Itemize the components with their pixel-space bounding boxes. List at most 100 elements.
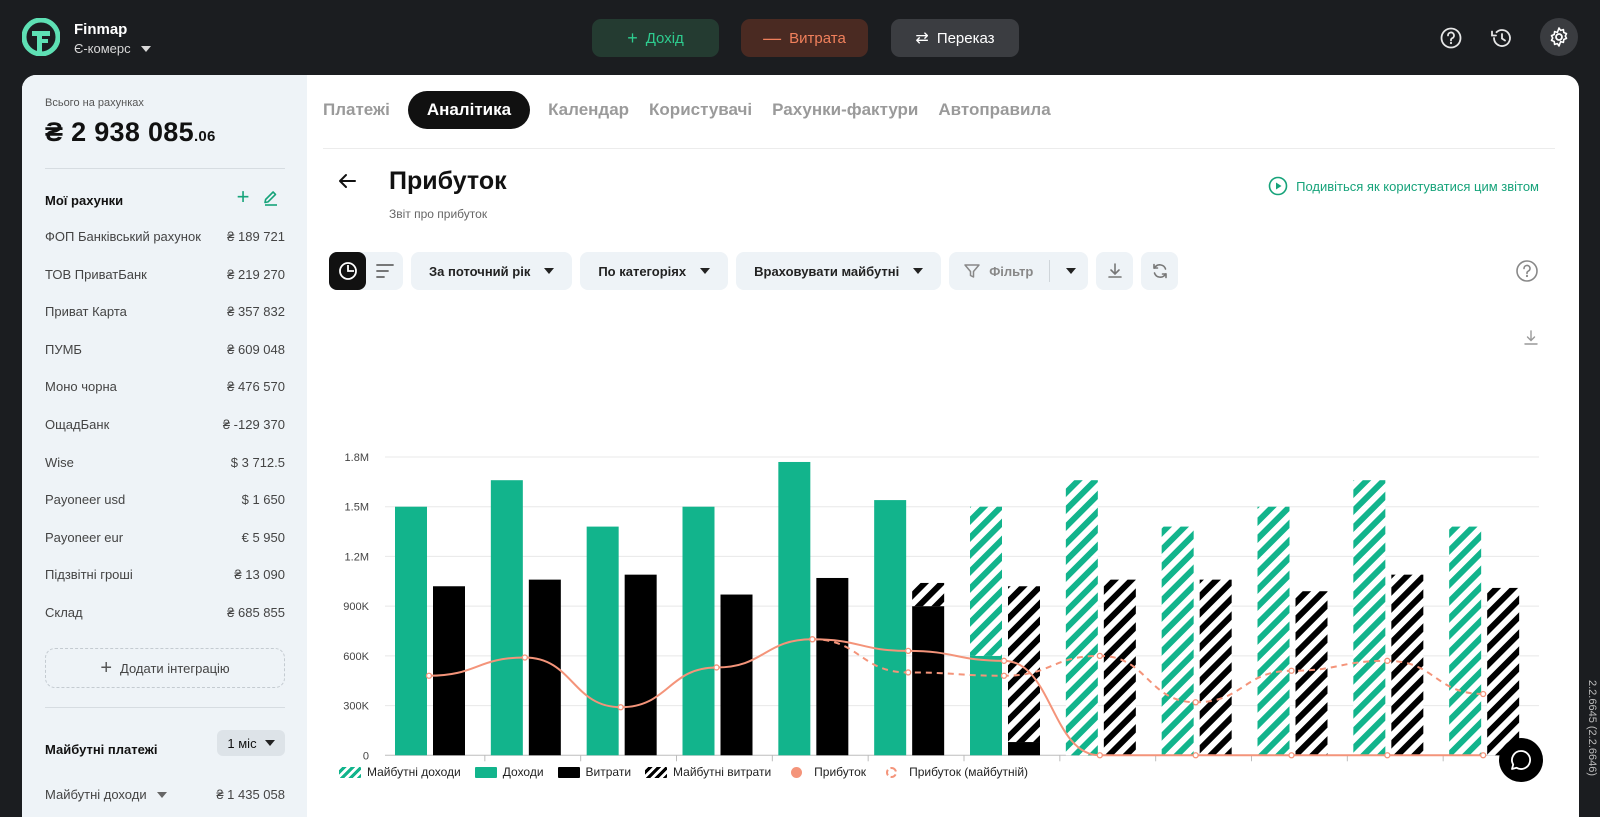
chart-view-icon[interactable] [329,252,366,290]
account-row[interactable]: Підзвітні гроші ₴ 13 090 [45,567,285,605]
refresh-icon[interactable] [1141,252,1179,290]
legend-swatch [886,766,898,778]
tab-invoices[interactable]: Рахунки-фактури [772,100,919,119]
future-expense-bar [1295,591,1328,756]
period-dropdown-label: За поточний рік [429,263,531,279]
legend-item[interactable]: Доходи [474,765,544,779]
future-income-bar [1353,480,1386,756]
legend-label: Витрати [585,765,632,779]
add-expense-button[interactable]: — Витрата [741,19,868,57]
report-toolbar: За поточний рік По категоріях Враховуват… [329,252,1186,290]
total-balance-main: ₴ 2 938 085 [45,117,194,147]
account-name: Моно чорна [45,379,117,395]
tab-autorules[interactable]: Автоправила [938,100,1051,119]
y-tick-label: 300K [343,701,369,713]
add-income-button[interactable]: + Дохід [592,19,719,57]
divider [1049,260,1051,282]
account-row[interactable]: ФОП Банківський рахунок ₴ 189 721 [45,229,285,267]
brand-name: Finmap [74,21,128,38]
top-bar: Finmap Є-комерс + Дохід — Витрата ⇄ Пере… [0,0,1600,76]
account-name: ТОВ ПриватБанк [45,266,147,282]
y-tick-label: 900K [343,601,369,613]
transfer-icon: ⇄ [915,30,929,47]
add-account-plus-icon[interactable]: + [236,184,250,209]
chevron-down-icon [264,740,275,746]
future-income-row[interactable]: Майбутні доходи ₴ 1 435 058 [45,787,285,802]
how-to-use-link[interactable]: Подивіться як користуватися цим звітом [1268,176,1539,196]
accounts-title: Мої рахунки [45,193,124,208]
account-name: Приват Карта [45,304,127,320]
future-expense-bar [1199,579,1232,756]
expense-bar [816,577,849,756]
add-income-label: Дохід [645,29,684,47]
divider [45,707,285,708]
help-icon[interactable] [1435,22,1467,54]
account-row[interactable]: Payoneer eur € 5 950 [45,530,285,568]
funnel-icon [964,264,980,278]
plus-icon: + [100,656,113,679]
legend-item[interactable]: Майбутні витрати [645,765,771,779]
account-row[interactable]: Моно чорна ₴ 476 570 [45,379,285,417]
future-profit-point [1384,657,1391,664]
income-bar [682,506,715,756]
history-icon[interactable] [1485,22,1517,54]
tab-analytics[interactable]: Аналітика [407,91,531,129]
profit-point [1384,752,1391,759]
account-row[interactable]: ТОВ ПриватБанк ₴ 219 270 [45,267,285,305]
grouping-dropdown-label: По категоріях [598,263,687,279]
future-profit-point [1096,652,1103,660]
income-bar [586,526,619,756]
future-expense-bar [1103,579,1136,756]
future-expense-bar [912,582,945,607]
content-area: Платежі Аналітика Календар Користувачі Р… [307,75,1579,817]
account-row[interactable]: ПУМБ ₴ 609 048 [45,342,285,380]
accounts-list: ФОП Банківський рахунок ₴ 189 721 ТОВ При… [45,229,285,643]
expense-bar [1008,742,1040,756]
account-row[interactable]: Payoneer usd $ 1 650 [45,492,285,530]
chevron-down-icon [140,45,151,52]
period-dropdown[interactable]: За поточний рік [411,252,573,290]
tab-users[interactable]: Користувачі [649,100,753,119]
legend-item[interactable]: Витрати [557,765,632,779]
total-balance-label: Всього на рахунках [45,97,144,109]
edit-accounts-pencil-icon[interactable] [262,189,282,209]
chat-support-button[interactable] [1499,738,1543,782]
tab-calendar[interactable]: Календар [548,100,630,119]
y-tick-label: 600K [343,651,369,663]
chevron-down-icon [544,268,555,274]
expense-bar [433,586,465,756]
future-period-select[interactable]: 1 міс [217,730,285,756]
grouping-dropdown[interactable]: По категоріях [580,252,729,290]
future-dropdown[interactable]: Враховувати майбутні [736,252,942,290]
legend-swatch [557,766,580,778]
help-icon[interactable] [1515,259,1539,283]
tab-payments[interactable]: Платежі [323,100,390,119]
account-row[interactable]: ОщадБанк ₴ -129 370 [45,417,285,455]
account-row[interactable]: Wise $ 3 712.5 [45,455,285,493]
workspace-selector[interactable]: Є-комерс [74,41,151,56]
account-row[interactable]: Склад ₴ 685 855 [45,605,285,643]
add-transfer-button[interactable]: ⇄ Переказ [891,19,1019,57]
legend-item[interactable]: Прибуток [785,765,866,779]
legend-label: Прибуток (майбутній) [909,765,1029,779]
download-icon[interactable] [1096,252,1134,290]
add-integration-button[interactable]: + Додати інтеграцію [45,648,285,688]
finmap-logo[interactable] [21,17,61,57]
account-row[interactable]: Приват Карта ₴ 357 832 [45,304,285,342]
add-expense-label: Витрата [789,29,846,47]
income-bar [970,655,1002,756]
table-view-icon[interactable] [366,252,403,290]
profit-point [713,664,720,671]
profit-point [1096,752,1103,759]
legend-item[interactable]: Майбутні доходи [339,765,461,779]
chat-bubble-icon [1511,750,1531,770]
settings-gear-icon[interactable] [1540,18,1578,56]
back-arrow-icon[interactable] [335,169,359,193]
future-period-value: 1 міс [227,735,257,751]
chevron-down-icon[interactable] [1066,268,1077,274]
chart-download-icon[interactable] [1523,329,1539,347]
future-income-label: Майбутні доходи [45,787,147,802]
legend-item[interactable]: Прибуток (майбутній) [880,765,1028,779]
filter-button[interactable]: Фільтр [949,252,1089,290]
